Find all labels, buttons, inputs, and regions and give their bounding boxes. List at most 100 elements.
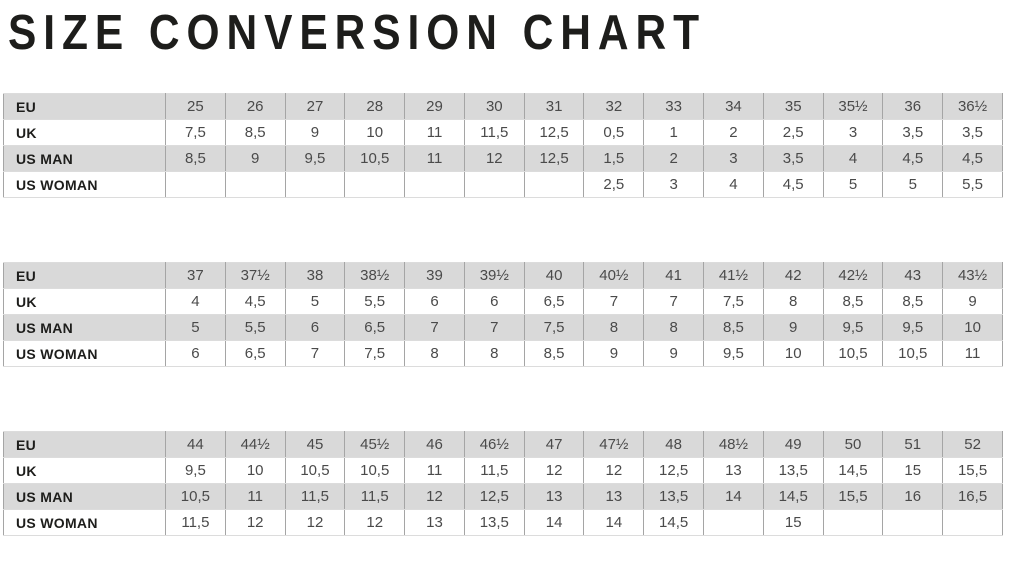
- size-cell: 4: [822, 145, 884, 172]
- row-label: US WOMAN: [3, 509, 166, 536]
- size-cell: 29: [404, 93, 465, 120]
- size-cell: 6,5: [224, 340, 286, 367]
- size-cell: 50: [822, 431, 884, 458]
- size-cell: 16,5: [942, 483, 1003, 510]
- size-cell: [284, 171, 346, 198]
- size-cell: 25: [165, 93, 226, 120]
- size-cell: 16: [882, 483, 944, 510]
- size-cell: 8: [404, 340, 465, 367]
- size-cell: 44½: [224, 431, 286, 458]
- size-cell: 8,5: [523, 340, 585, 367]
- size-cell: 14,5: [822, 457, 884, 484]
- size-cell: 13: [583, 483, 645, 510]
- size-cell: 7: [404, 314, 465, 341]
- table-row: UK 4 4,5 5 5,5 6 6 6,5 7 7 7,5 8 8,5 8,5 9: [3, 288, 1003, 315]
- size-cell: 5: [822, 171, 884, 198]
- size-cell: 8,5: [224, 119, 286, 146]
- row-label: US MAN: [3, 483, 166, 510]
- size-cell: 42½: [822, 262, 884, 289]
- size-cell: 5,5: [942, 171, 1003, 198]
- size-cell: 31: [523, 93, 585, 120]
- size-cell: 7,5: [523, 314, 585, 341]
- size-cell: 8,5: [822, 288, 884, 315]
- size-cell: 15: [762, 509, 824, 536]
- size-tables-container: EU 25 26 27 28 29 30 31 32 33 34 35 35½ 36 36½ UK 7,5 8,5…: [3, 93, 1012, 536]
- size-cell: 6: [165, 340, 226, 367]
- size-cell: [882, 509, 944, 536]
- size-cell: 15,5: [822, 483, 884, 510]
- size-cell: 11: [224, 483, 286, 510]
- size-cell: 42: [762, 262, 824, 289]
- size-cell: 2,5: [583, 171, 645, 198]
- page-title-graphic: SIZE CONVERSION CHART: [8, 6, 698, 60]
- row-label: EU: [3, 93, 166, 120]
- size-cell: 12: [404, 483, 465, 510]
- size-cell: 12: [583, 457, 645, 484]
- size-cell: 4: [165, 288, 226, 315]
- size-cell: 9: [224, 145, 286, 172]
- row-label: US MAN: [3, 145, 166, 172]
- size-cell: 15: [882, 457, 944, 484]
- row-label: US WOMAN: [3, 340, 166, 367]
- size-cell: [463, 171, 525, 198]
- size-cell: 12,5: [463, 483, 525, 510]
- size-cell: 34: [703, 93, 764, 120]
- size-cell: 11,5: [463, 457, 525, 484]
- size-cell: 49: [762, 431, 824, 458]
- size-cell: 12: [463, 145, 525, 172]
- size-cell: 37½: [224, 262, 286, 289]
- size-cell: 47½: [583, 431, 645, 458]
- size-cell: 5: [165, 314, 226, 341]
- size-cell: 13,5: [463, 509, 525, 536]
- size-cell: 1: [643, 119, 705, 146]
- size-cell: 9: [762, 314, 824, 341]
- size-table-sizes-eu-25-to-36half: EU 25 26 27 28 29 30 31 32 33 34 35 35½ 36 36½ UK 7,5 8,5…: [3, 93, 1003, 198]
- table-row: UK 9,5 10 10,5 10,5 11 11,5 12 12 12,5 13 13,5 14,5 1…: [3, 457, 1003, 484]
- row-label: EU: [3, 262, 166, 289]
- size-cell: 3: [822, 119, 884, 146]
- size-cell: 9,5: [165, 457, 226, 484]
- size-cell: 12: [224, 509, 286, 536]
- size-cell: 9: [643, 340, 705, 367]
- size-cell: 2: [643, 145, 705, 172]
- size-cell: 38: [284, 262, 346, 289]
- size-cell: 8,5: [165, 145, 226, 172]
- size-cell: 45: [284, 431, 346, 458]
- size-cell: 0,5: [583, 119, 645, 146]
- size-cell: 33: [643, 93, 705, 120]
- size-cell: 5: [284, 288, 346, 315]
- size-table-sizes-eu-44-to-52: EU 44 44½ 45 45½ 46 46½ 47 47½ 48 48½ 49 50 51 52 UK 9,5…: [3, 431, 1003, 536]
- size-cell: 10: [762, 340, 824, 367]
- size-cell: 3,5: [942, 119, 1003, 146]
- table-row: US MAN 10,5 11 11,5 11,5 12 12,5 13 13 13,5 14 14,5…: [3, 483, 1003, 510]
- size-cell: 48: [643, 431, 705, 458]
- table-row: EU 25 26 27 28 29 30 31 32 33 34 35 35½ 36 36½: [3, 93, 1003, 120]
- size-cell: 9,5: [703, 340, 764, 367]
- size-cell: [703, 509, 764, 536]
- row-label: UK: [3, 119, 166, 146]
- size-cell: 38½: [344, 262, 406, 289]
- size-cell: 11,5: [344, 483, 406, 510]
- size-cell: 13: [523, 483, 585, 510]
- size-cell: 3: [703, 145, 764, 172]
- table-row: EU 44 44½ 45 45½ 46 46½ 47 47½ 48 48½ 49 50 51 52: [3, 431, 1003, 458]
- size-cell: 6: [404, 288, 465, 315]
- size-cell: 43: [882, 262, 944, 289]
- size-cell: 4,5: [224, 288, 286, 315]
- size-cell: 46: [404, 431, 465, 458]
- row-label: US MAN: [3, 314, 166, 341]
- size-cell: 43½: [942, 262, 1003, 289]
- size-cell: 10: [942, 314, 1003, 341]
- size-cell: 47: [523, 431, 585, 458]
- size-cell: 4,5: [942, 145, 1003, 172]
- table-row: US MAN 5 5,5 6 6,5 7 7 7,5 8 8 8,5 9 9,5 9,5 10: [3, 314, 1003, 341]
- size-cell: 8: [463, 340, 525, 367]
- size-cell: 11,5: [165, 509, 226, 536]
- size-cell: 13: [404, 509, 465, 536]
- size-cell: 13,5: [643, 483, 705, 510]
- size-cell: 7: [583, 288, 645, 315]
- size-cell: 6,5: [344, 314, 406, 341]
- size-cell: 14: [523, 509, 585, 536]
- size-cell: 15,5: [942, 457, 1003, 484]
